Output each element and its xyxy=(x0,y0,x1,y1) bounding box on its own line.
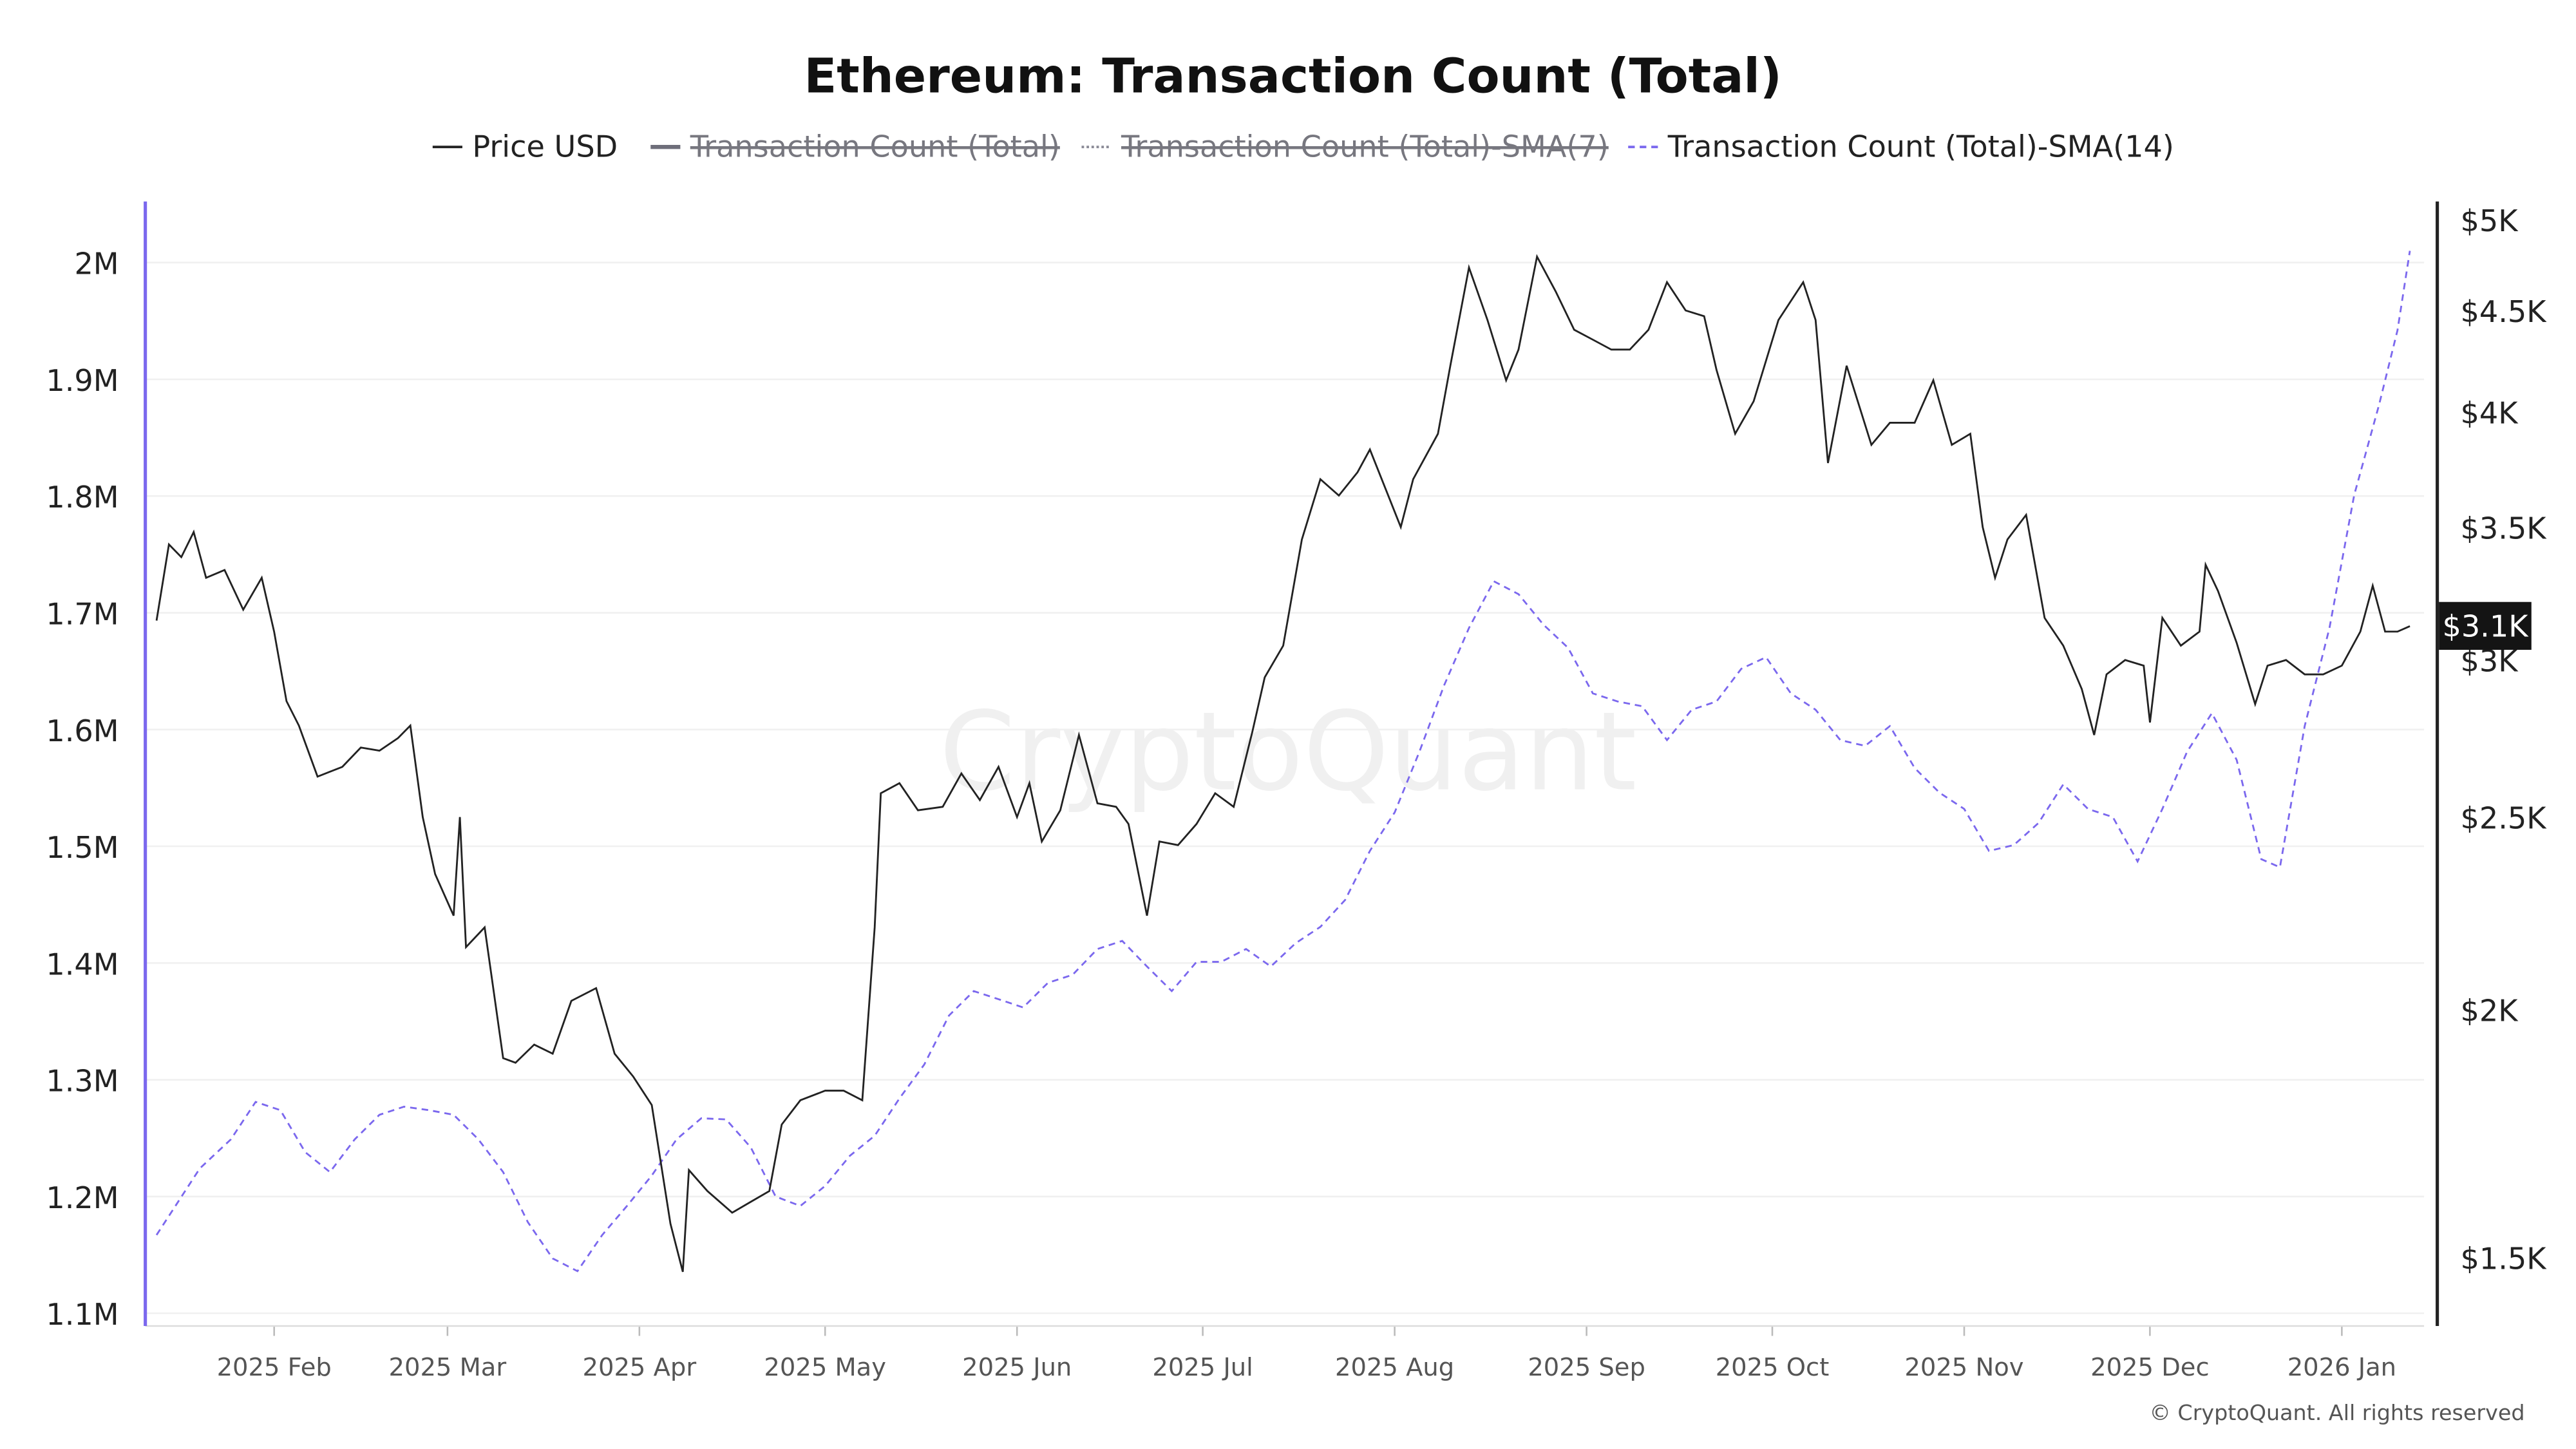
x-axis-tick-label: 2025 Mar xyxy=(389,1353,507,1382)
legend-item[interactable]: Transaction Count (Total)-SMA(7) xyxy=(1081,129,1609,164)
left-axis-tick-label: 1.1M xyxy=(46,1297,118,1332)
sma14-line xyxy=(155,251,2411,1273)
left-axis-tick-label: 1.2M xyxy=(46,1180,118,1215)
left-axis-tick-label: 1.6M xyxy=(46,714,118,748)
legend-item[interactable]: Transaction Count (Total)-SMA(14) xyxy=(1628,129,2174,164)
grid xyxy=(145,261,2425,1314)
x-axis-tick-label: 2025 Feb xyxy=(217,1353,332,1382)
left-axis-tick-label: 1.5M xyxy=(46,830,118,865)
x-axis-tick-label: 2025 Aug xyxy=(1335,1353,1454,1382)
current-price-label: $3.1K xyxy=(2442,609,2529,644)
legend-label: Transaction Count (Total)-SMA(7) xyxy=(1121,129,1609,164)
x-axis-tick-label: 2025 Nov xyxy=(1904,1353,2023,1382)
right-axis-tick-label: $4.5K xyxy=(2461,294,2548,329)
right-axis-tick-label: $4K xyxy=(2461,396,2519,431)
legend-label: Transaction Count (Total) xyxy=(690,129,1060,164)
x-axis-tick-label: 2025 Sep xyxy=(1528,1353,1645,1382)
left-axis-tick-label: 1.8M xyxy=(46,480,118,515)
watermark: CryptoQuant xyxy=(940,688,1637,815)
chart-title: Ethereum: Transaction Count (Total) xyxy=(804,48,1781,104)
left-axis-tick-label: 1.7M xyxy=(46,596,118,631)
x-axis-tick-label: 2025 Jul xyxy=(1152,1353,1253,1382)
price-usd-line xyxy=(155,254,2410,1273)
right-axis-tick-label: $2K xyxy=(2461,993,2519,1028)
footer-copyright: © CryptoQuant. All rights reserved xyxy=(2150,1400,2525,1425)
right-axis-tick-label: $2.5K xyxy=(2461,801,2548,836)
right-axis-tick-label: $3.5K xyxy=(2461,511,2548,545)
legend-item[interactable]: Transaction Count (Total) xyxy=(650,129,1060,164)
x-axis-tick-label: 2025 Jun xyxy=(962,1353,1072,1382)
x-axis-tick-label: 2025 Dec xyxy=(2090,1353,2210,1382)
left-axis-tick-label: 1.9M xyxy=(46,363,118,398)
x-axis-tick-label: 2025 May xyxy=(764,1353,886,1382)
x-axis-tick-label: 2026 Jan xyxy=(2287,1353,2396,1382)
axes: 2M 1.9M 1.8M 1.7M 1.6M 1.5M 1.4M 1.3M 1.2M 1.1M $5… xyxy=(46,201,2548,1382)
left-axis-tick-label: 1.4M xyxy=(46,947,118,981)
x-axis-tick-label: 2025 Oct xyxy=(1716,1353,1830,1382)
legend[interactable]: Price USD Transaction Count (Total) Transa… xyxy=(432,129,2174,164)
right-axis-tick-label: $5K xyxy=(2461,204,2519,238)
left-axis-tick-label: 1.3M xyxy=(46,1064,118,1099)
series xyxy=(155,251,2411,1273)
legend-item[interactable]: Price USD xyxy=(432,129,618,164)
left-axis-tick-label: 2M xyxy=(74,247,118,281)
right-axis-tick-label: $1.5K xyxy=(2461,1241,2548,1276)
x-axis-tick-label: 2025 Apr xyxy=(583,1353,697,1382)
legend-label: Transaction Count (Total)-SMA(14) xyxy=(1667,129,2174,164)
legend-label: Price USD xyxy=(472,129,618,164)
current-price-badge xyxy=(2439,601,2532,650)
